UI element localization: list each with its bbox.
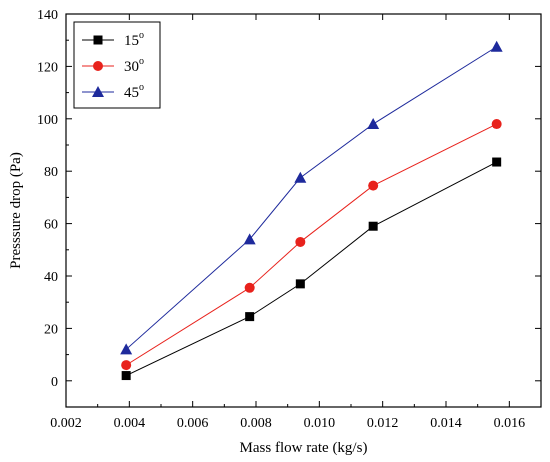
y-tick-label: 80 <box>44 165 58 180</box>
series-45 <box>120 40 503 355</box>
legend-marker <box>93 35 103 45</box>
x-tick-label: 0.010 <box>304 416 336 431</box>
x-tick-label: 0.002 <box>50 416 82 431</box>
y-tick-label: 120 <box>37 60 58 75</box>
legend-label: 15o <box>124 30 144 49</box>
series-line <box>125 161 497 377</box>
legend-label-value: 30 <box>124 59 139 75</box>
data-point <box>245 312 255 322</box>
x-axis-label: Mass flow rate (kg/s) <box>240 440 368 456</box>
x-tick-label: 0.008 <box>240 416 272 431</box>
y-axis: 0 20 40 60 80 100 120 140 <box>37 8 541 408</box>
data-point <box>295 236 306 247</box>
legend-label-superscript: o <box>139 82 144 93</box>
data-point <box>120 343 133 355</box>
series-line <box>125 123 497 366</box>
y-tick-label: 0 <box>51 375 58 390</box>
series-30 <box>121 119 502 371</box>
data-point <box>121 360 132 371</box>
data-point <box>244 282 255 293</box>
legend-label-value: 15 <box>124 33 139 49</box>
x-tick-label: 0.016 <box>494 416 526 431</box>
series-15 <box>121 157 502 381</box>
data-point <box>491 119 502 130</box>
y-tick-label: 100 <box>37 113 58 128</box>
x-tick-label: 0.012 <box>367 416 399 431</box>
x-tick-label: 0.006 <box>177 416 209 431</box>
legend-box <box>73 21 161 109</box>
x-tick-label: 0.004 <box>114 416 146 431</box>
data-point <box>294 171 307 183</box>
x-tick-label: 0.014 <box>430 416 462 431</box>
data-point <box>492 157 502 167</box>
data-point <box>295 279 305 289</box>
data-point <box>368 221 378 231</box>
x-axis: 0.002 0.004 0.006 0.008 0.010 0.012 0.014 0.016 <box>50 14 525 431</box>
legend-marker <box>92 86 104 97</box>
data-point <box>243 233 256 245</box>
legend-label-value: 45 <box>124 85 139 101</box>
series-layer <box>120 40 503 381</box>
y-tick-label: 60 <box>44 218 58 233</box>
legend-label-superscript: o <box>139 56 144 67</box>
legend-label-superscript: o <box>139 30 144 41</box>
y-tick-label: 40 <box>44 270 58 285</box>
y-axis-label: Presssure drop (Pa) <box>8 152 24 269</box>
legend-label: 30o <box>124 56 144 75</box>
plot-frame <box>65 13 542 408</box>
data-point <box>368 180 379 191</box>
series-line <box>125 46 497 350</box>
data-point <box>367 118 380 130</box>
y-tick-label: 140 <box>37 8 58 23</box>
data-point <box>121 371 131 381</box>
y-tick-label: 20 <box>44 322 58 337</box>
legend-marker <box>93 61 103 71</box>
legend-label: 45o <box>124 82 144 101</box>
data-point <box>490 40 503 52</box>
